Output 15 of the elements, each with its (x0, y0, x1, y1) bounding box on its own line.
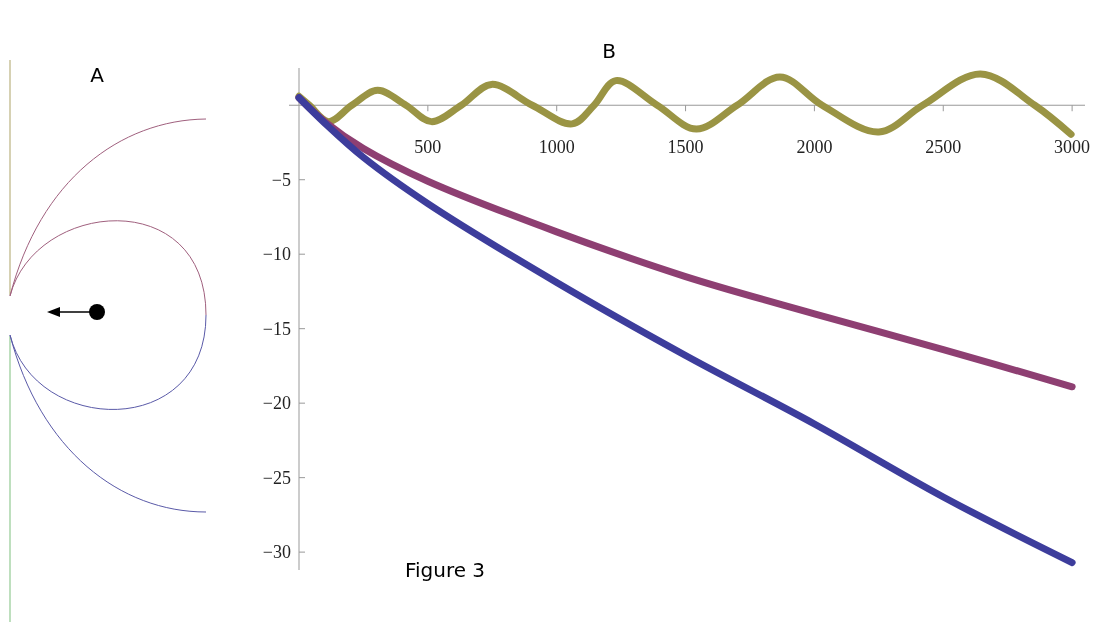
y-tick-label: −20 (262, 393, 291, 414)
x-tick-label: 500 (414, 137, 442, 158)
y-tick-label: −25 (262, 467, 291, 488)
y-tick-label: −10 (262, 244, 291, 265)
x-tick-label: 1000 (538, 137, 575, 158)
text: A (90, 63, 105, 87)
x-tick-label: 2500 (925, 137, 962, 158)
chart-title: B (602, 39, 616, 63)
x-tick-label: 3000 (1054, 137, 1091, 158)
y-tick-label: −5 (271, 169, 291, 190)
y-tick-label: −30 (262, 542, 291, 563)
x-tick-label: 1500 (667, 137, 704, 158)
annotation: Figure 3 (404, 558, 486, 582)
y-tick-label: −15 (262, 318, 291, 339)
x-tick-label: 2000 (796, 137, 833, 158)
